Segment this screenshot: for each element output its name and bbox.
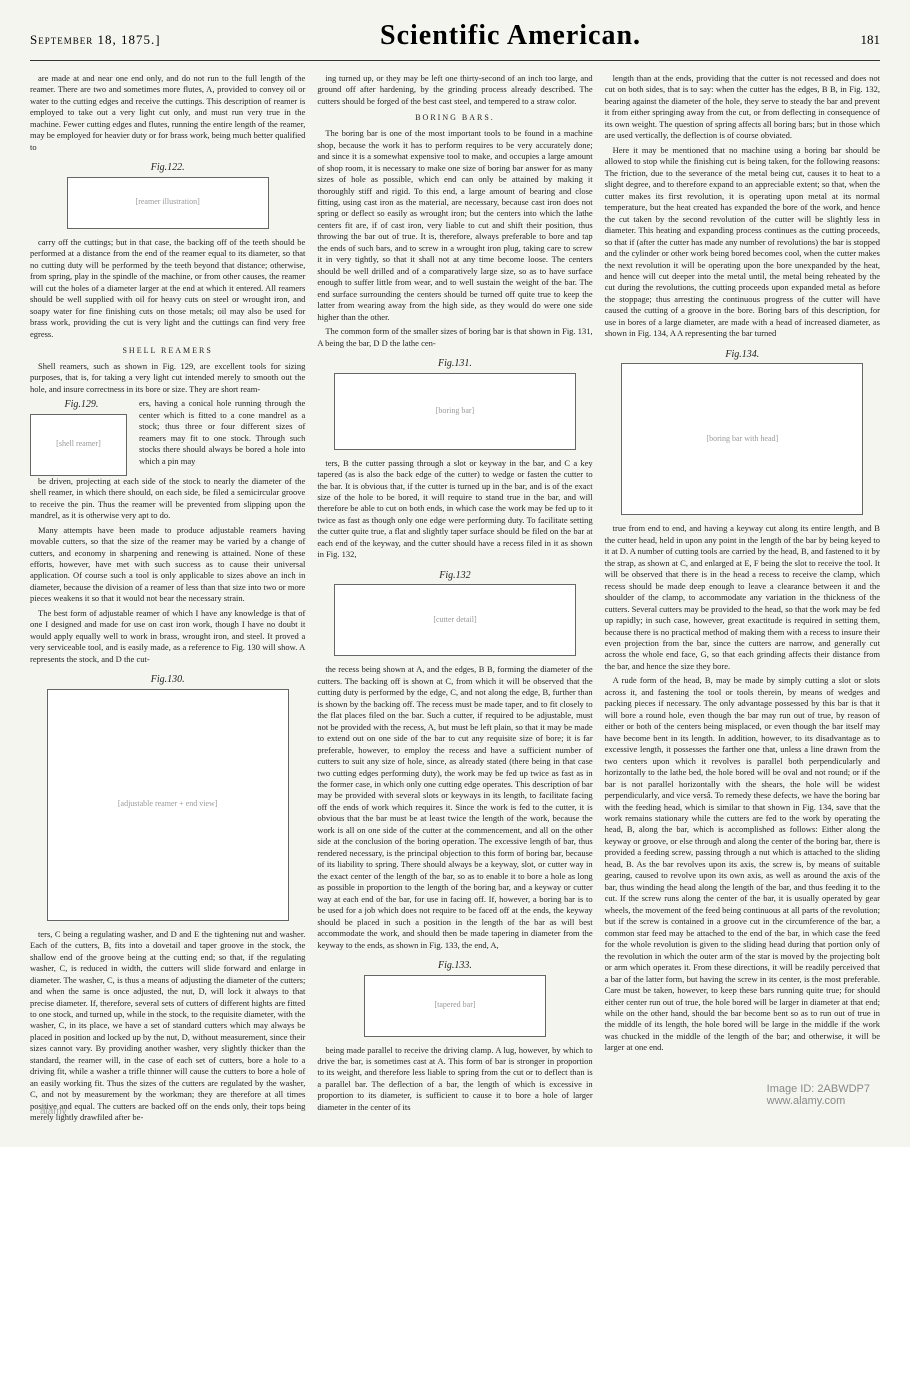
body-text: ters, B the cutter passing through a slo… [317, 458, 592, 561]
logo-text: alamy [40, 1106, 67, 1117]
body-text: ters, C being a regulating washer, and D… [30, 929, 305, 1124]
figure-drawing: [shell reamer] [30, 414, 127, 476]
figure-label: Fig.133. [317, 959, 592, 973]
body-text: Shell reamers, such as shown in Fig. 129… [30, 361, 305, 395]
body-text: The common form of the smaller sizes of … [317, 326, 592, 349]
body-text: Many attempts have been made to produce … [30, 525, 305, 605]
image-id: Image ID: 2ABWDP7 [767, 1083, 870, 1095]
body-text: being made parallel to receive the drivi… [317, 1045, 592, 1114]
source-url: www.alamy.com [767, 1095, 870, 1107]
body-text: the recess being shown at A, and the edg… [317, 664, 592, 951]
figure-132: Fig.132 [cutter detail] [317, 569, 592, 657]
figure-122: Fig.122. [reamer illustration] [30, 161, 305, 229]
alamy-logo: alamy [40, 1106, 67, 1117]
figure-label: Fig.132 [317, 569, 592, 583]
figure-drawing: [adjustable reamer + end view] [47, 689, 289, 921]
page-container: September 18, 1875.] Scientific American… [0, 0, 910, 1147]
body-text: ing turned up, or they may be left one t… [317, 73, 592, 107]
column-1: are made at and near one end only, and d… [30, 73, 305, 1127]
header-date: September 18, 1875.] [30, 32, 161, 48]
section-heading: BORING BARS. [317, 113, 592, 124]
section-heading: SHELL REAMERS [30, 346, 305, 357]
body-text: The best form of adjustable reamer of wh… [30, 608, 305, 665]
page-number: 181 [860, 32, 880, 48]
body-text: be driven, projecting at each side of th… [30, 476, 305, 522]
figure-label: Fig.122. [30, 161, 305, 175]
figure-drawing: [boring bar] [334, 373, 576, 450]
figure-drawing: [boring bar with head] [621, 363, 863, 515]
figure-130: Fig.130. [adjustable reamer + end view] [30, 673, 305, 921]
figure-drawing: [tapered bar] [364, 975, 546, 1037]
body-text: The boring bar is one of the most import… [317, 128, 592, 323]
column-3: length than at the ends, providing that … [605, 73, 880, 1127]
figure-134: Fig.134. [boring bar with head] [605, 348, 880, 516]
figure-label: Fig.131. [317, 357, 592, 371]
body-text: A rude form of the head, B, may be made … [605, 675, 880, 1053]
content-columns: are made at and near one end only, and d… [30, 73, 880, 1127]
column-2: ing turned up, or they may be left one t… [317, 73, 592, 1127]
body-text: Here it may be mentioned that no machine… [605, 145, 880, 340]
figure-drawing: [cutter detail] [334, 584, 576, 656]
publication-title: Scientific American. [380, 20, 641, 52]
figure-drawing: [reamer illustration] [67, 177, 269, 229]
figure-133: Fig.133. [tapered bar] [317, 959, 592, 1037]
page-header: September 18, 1875.] Scientific American… [30, 20, 880, 61]
figure-label: Fig.134. [605, 348, 880, 362]
figure-label: Fig.130. [30, 673, 305, 687]
alamy-watermark: Image ID: 2ABWDP7 www.alamy.com [767, 1083, 870, 1107]
figure-129: Fig.129. [shell reamer] [30, 398, 133, 476]
body-text: are made at and near one end only, and d… [30, 73, 305, 153]
figure-131: Fig.131. [boring bar] [317, 357, 592, 450]
figure-label: Fig.129. [30, 398, 133, 412]
body-text: carry off the cuttings; but in that case… [30, 237, 305, 340]
body-text: true from end to end, and having a keywa… [605, 523, 880, 672]
text-wrap-block: Fig.129. [shell reamer] ers, having a co… [30, 398, 305, 476]
body-text: length than at the ends, providing that … [605, 73, 880, 142]
